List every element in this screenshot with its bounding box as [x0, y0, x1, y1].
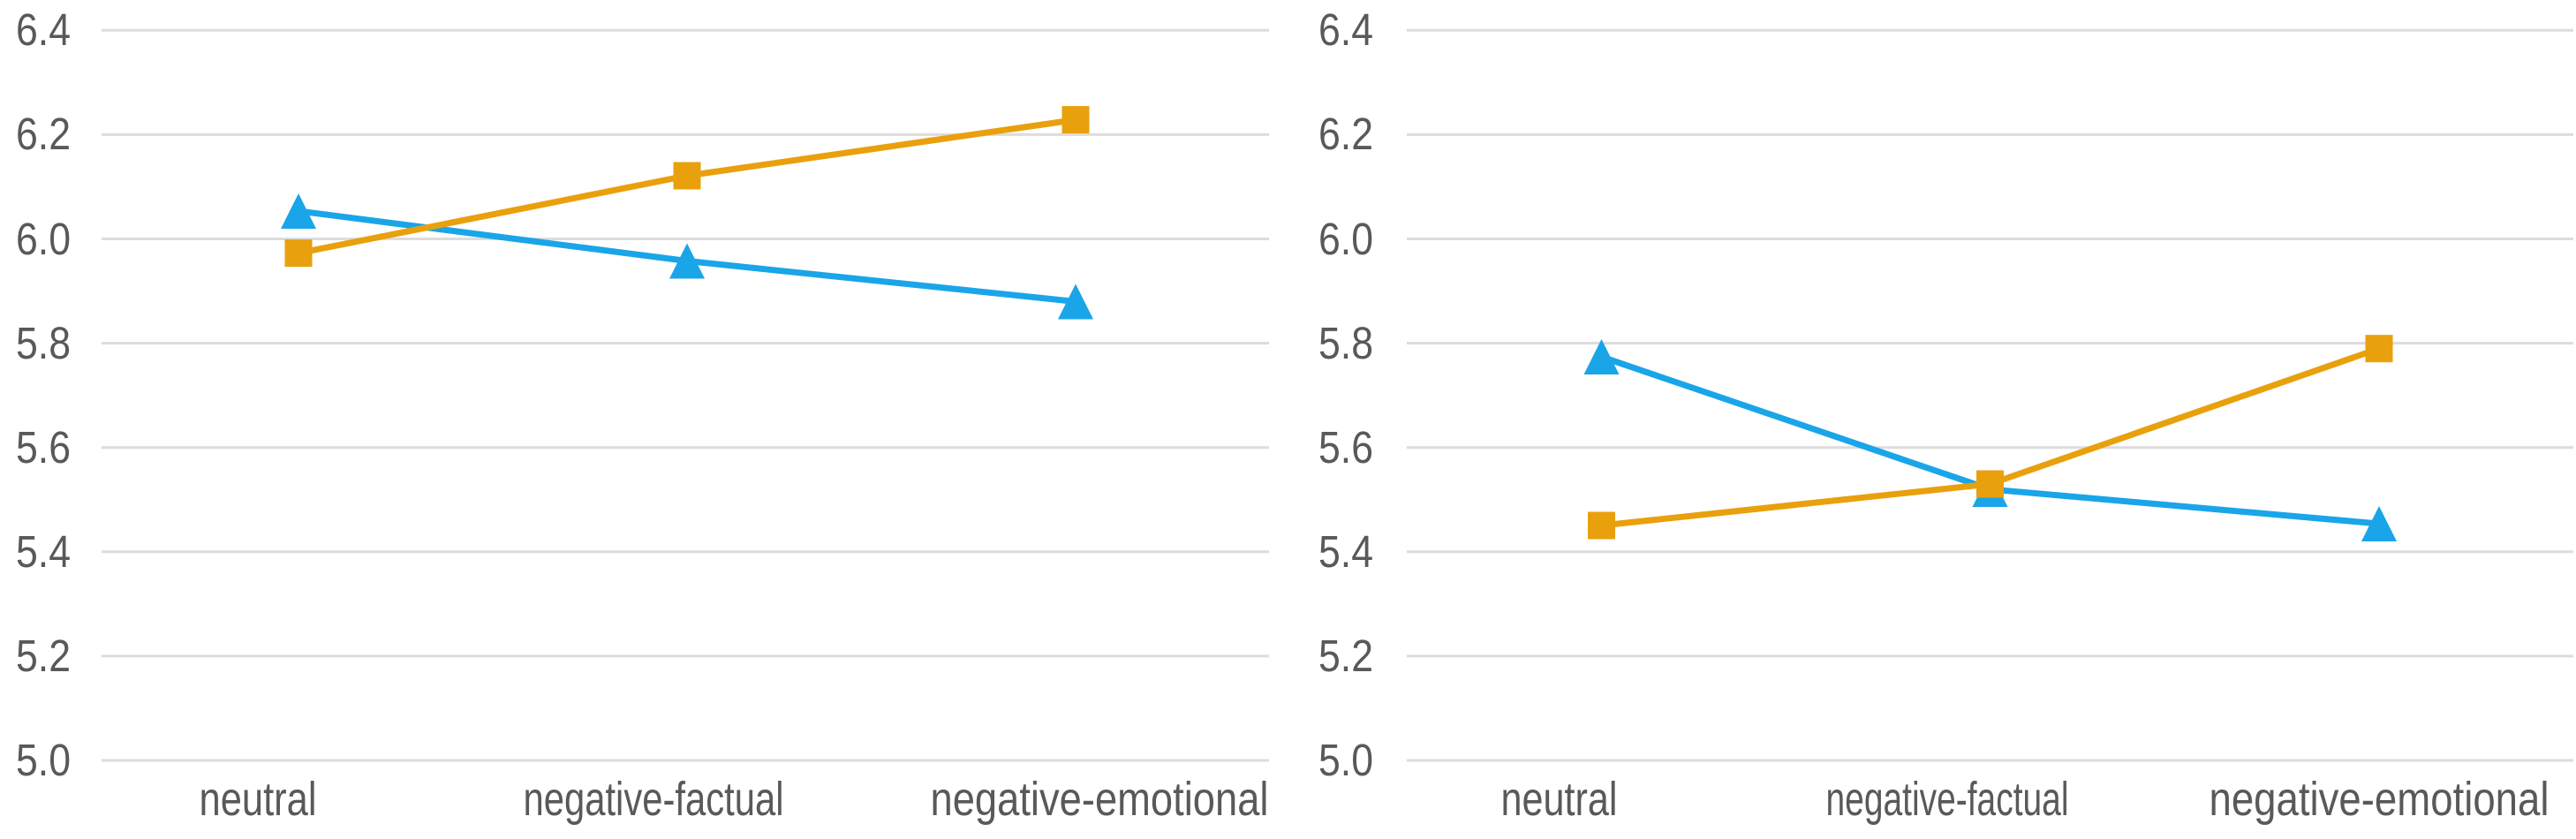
svg-text:6.0: 6.0 [1318, 214, 1373, 264]
svg-text:negative-emotional: negative-emotional [2210, 773, 2550, 826]
svg-text:6.4: 6.4 [1318, 4, 1373, 55]
svg-text:5.6: 5.6 [1318, 422, 1373, 472]
svg-text:5.2: 5.2 [16, 631, 71, 681]
svg-text:negative-factual: negative-factual [1826, 773, 2069, 826]
svg-text:negative-factual: negative-factual [524, 773, 784, 826]
svg-text:6.2: 6.2 [1318, 109, 1373, 159]
svg-text:5.4: 5.4 [16, 526, 71, 577]
svg-text:6.4: 6.4 [16, 4, 71, 55]
svg-text:neutral: neutral [200, 773, 317, 826]
svg-text:6.2: 6.2 [16, 109, 71, 159]
svg-text:neutral: neutral [1501, 773, 1618, 826]
svg-text:5.4: 5.4 [1318, 526, 1373, 577]
svg-text:negative-emotional: negative-emotional [931, 773, 1269, 826]
svg-text:5.0: 5.0 [1318, 735, 1373, 785]
svg-text:5.2: 5.2 [1318, 631, 1373, 681]
svg-text:6.0: 6.0 [16, 214, 71, 264]
svg-text:5.0: 5.0 [16, 735, 71, 785]
svg-text:5.8: 5.8 [16, 318, 71, 368]
svg-text:5.8: 5.8 [1318, 318, 1373, 368]
svg-text:5.6: 5.6 [16, 422, 71, 472]
